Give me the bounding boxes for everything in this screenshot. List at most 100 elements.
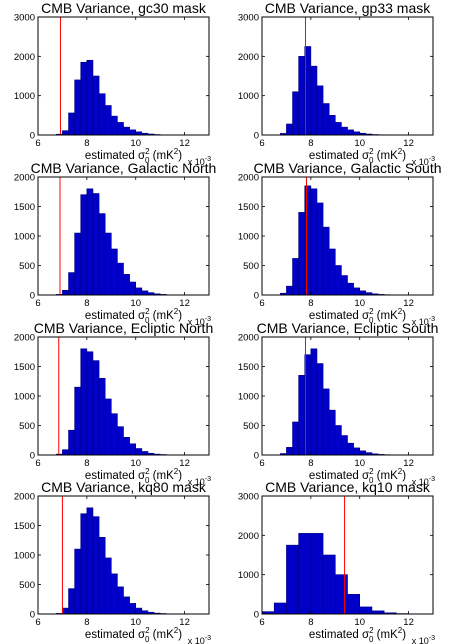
histogram-bar bbox=[92, 193, 100, 296]
histogram-bar bbox=[104, 557, 112, 615]
histogram-bar bbox=[129, 129, 137, 136]
y-tick-label: 1000 bbox=[238, 570, 259, 581]
histogram-bar bbox=[86, 351, 94, 456]
histogram-bar bbox=[110, 573, 118, 615]
histogram-bar bbox=[98, 536, 106, 615]
histogram-bar bbox=[347, 282, 354, 296]
x-axis-exponent-base: x 10 bbox=[412, 477, 429, 487]
histogram-bar bbox=[74, 386, 82, 456]
histogram-bar bbox=[347, 129, 354, 136]
x-tick-label: 10 bbox=[130, 138, 141, 149]
histogram-bar bbox=[123, 596, 130, 615]
x-axis-exponent: x 10-3 bbox=[412, 476, 435, 487]
y-tick-label: 1000 bbox=[238, 232, 259, 243]
histogram-bar bbox=[298, 56, 306, 136]
histogram-bar bbox=[298, 533, 312, 615]
histogram-bar bbox=[117, 586, 124, 615]
chart-title: CMB Variance, kq80 mask bbox=[41, 479, 207, 495]
x-axis-exponent-base: x 10 bbox=[188, 317, 205, 327]
x-tick-label: 10 bbox=[130, 298, 141, 309]
x-axis-label-unit: (mK bbox=[373, 629, 398, 641]
x-axis-label-unit-superscript: 2 bbox=[398, 307, 403, 316]
x-axis-exponent-base: x 10 bbox=[412, 317, 429, 327]
y-tick-label: 1000 bbox=[238, 91, 259, 102]
histogram-bar bbox=[110, 413, 118, 456]
y-tick-label: 0 bbox=[30, 131, 35, 142]
y-tick-label: 1000 bbox=[14, 551, 35, 562]
histogram-bar bbox=[298, 212, 306, 296]
y-tick-label: 1000 bbox=[14, 91, 35, 102]
x-axis-label: estimated σ2 0 (mK2) bbox=[309, 147, 406, 165]
x-tick-label: 6 bbox=[35, 458, 40, 469]
x-axis-label-unit-superscript: 2 bbox=[174, 147, 179, 156]
y-tick-label: 1000 bbox=[14, 232, 35, 243]
x-axis-label-subscript: 0 bbox=[369, 156, 374, 165]
histogram-bar bbox=[135, 607, 143, 615]
y-tick-label: 2000 bbox=[238, 531, 259, 542]
y-tick-label: 0 bbox=[254, 610, 259, 621]
x-axis-exponent-power: -3 bbox=[429, 635, 435, 642]
x-tick-label: 8 bbox=[308, 617, 313, 628]
y-tick-label: 2000 bbox=[14, 173, 35, 184]
histogram-panel: 6 8 10 12 0 1000 2000 3000 CMB Variance, gc30 ma… bbox=[14, 0, 211, 167]
x-axis-exponent: x 10-3 bbox=[188, 316, 211, 327]
x-axis-label-subscript: 0 bbox=[369, 476, 374, 485]
histogram-bar bbox=[328, 409, 336, 456]
x-tick-label: 6 bbox=[35, 138, 40, 149]
histogram-bar bbox=[135, 448, 143, 456]
y-tick-label: 3000 bbox=[238, 492, 259, 503]
histogram-bar bbox=[310, 348, 318, 456]
histogram-bar bbox=[129, 443, 137, 456]
histogram-bar bbox=[310, 65, 318, 136]
histogram-bar bbox=[135, 287, 143, 296]
x-axis-label-close: ) bbox=[178, 629, 182, 641]
x-axis-label-text: estimated σ bbox=[309, 470, 369, 482]
y-tick-label: 1500 bbox=[238, 362, 259, 373]
histogram-bar bbox=[286, 544, 299, 615]
x-axis-label-subscript: 0 bbox=[145, 476, 150, 485]
chart-title: CMB Variance, Galactic North bbox=[31, 160, 217, 176]
x-tick-label: 12 bbox=[179, 298, 190, 309]
histogram-bar bbox=[334, 265, 342, 296]
x-axis-label-close: ) bbox=[178, 470, 182, 482]
histogram-bar bbox=[110, 115, 118, 136]
x-axis-label-unit-superscript: 2 bbox=[174, 626, 179, 635]
histogram-bar bbox=[92, 75, 100, 136]
histogram-bar bbox=[68, 272, 75, 296]
histogram-bar bbox=[322, 388, 330, 456]
x-axis-label: estimated σ2 0 (mK2) bbox=[85, 467, 182, 485]
x-tick-label: 8 bbox=[308, 298, 313, 309]
histogram-bar bbox=[310, 533, 324, 615]
y-tick-label: 2000 bbox=[14, 492, 35, 503]
y-tick-label: 2000 bbox=[14, 52, 35, 63]
histogram-bar bbox=[341, 126, 348, 136]
histogram-bar bbox=[98, 93, 106, 136]
y-tick-label: 2000 bbox=[238, 173, 259, 184]
y-tick-label: 500 bbox=[19, 421, 35, 432]
histogram-bar bbox=[110, 248, 118, 296]
x-axis-label-text: estimated σ bbox=[85, 470, 145, 482]
histogram-bar bbox=[286, 285, 293, 296]
x-tick-label: 10 bbox=[130, 617, 141, 628]
x-tick-label: 12 bbox=[179, 138, 190, 149]
x-axis-label-subscript: 0 bbox=[145, 635, 150, 644]
x-axis-label-unit-superscript: 2 bbox=[398, 467, 403, 476]
histogram-bar bbox=[98, 377, 106, 456]
histogram-bar bbox=[68, 112, 75, 136]
y-tick-label: 2000 bbox=[238, 52, 259, 63]
x-axis-exponent: x 10-3 bbox=[412, 316, 435, 327]
x-axis-exponent-power: -3 bbox=[205, 476, 211, 483]
y-tick-label: 2000 bbox=[14, 333, 35, 344]
histogram-bar bbox=[74, 232, 82, 296]
x-tick-label: 8 bbox=[308, 138, 313, 149]
histogram-bar bbox=[304, 185, 312, 296]
histogram-bar bbox=[310, 188, 318, 296]
histogram-bar bbox=[92, 360, 100, 456]
histogram-bar bbox=[123, 126, 130, 136]
x-tick-label: 6 bbox=[259, 298, 264, 309]
histogram-bar bbox=[353, 287, 361, 296]
x-tick-label: 8 bbox=[84, 617, 89, 628]
x-tick-label: 10 bbox=[354, 298, 365, 309]
